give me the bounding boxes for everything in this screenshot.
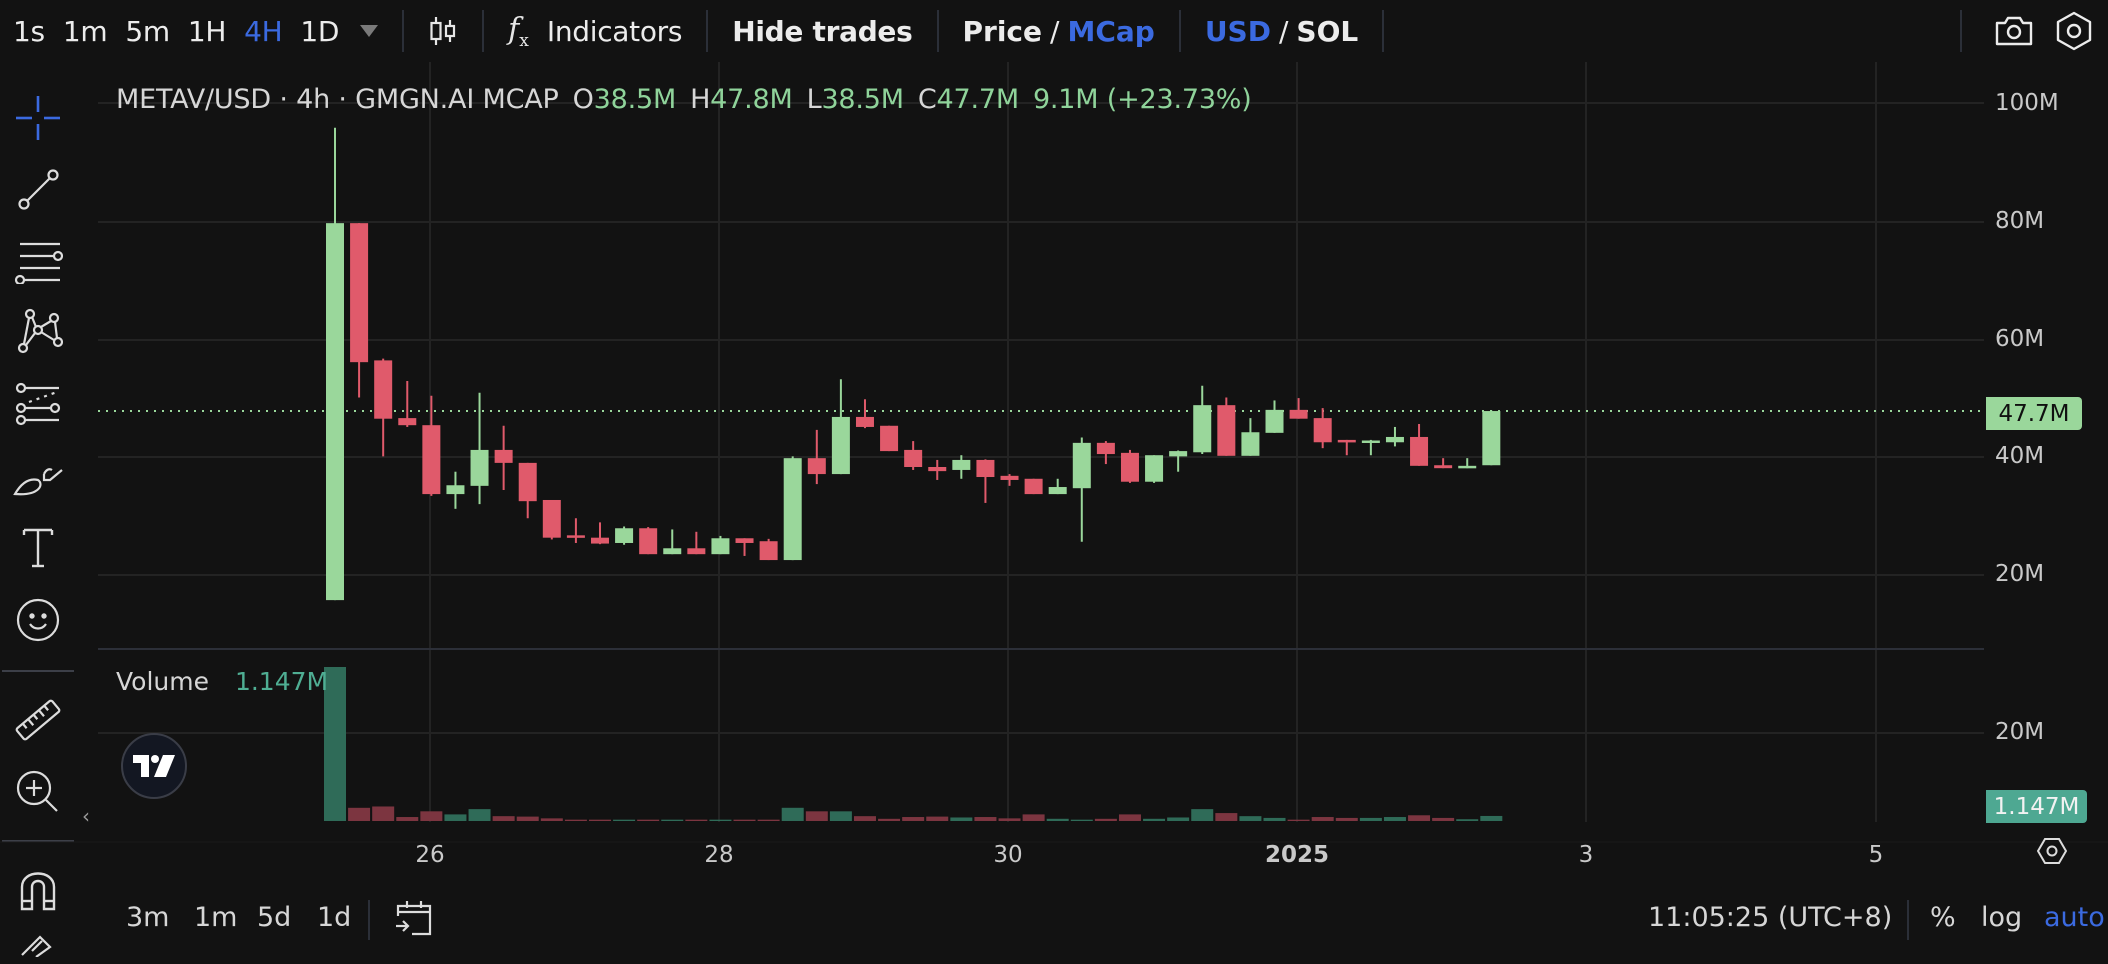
price-tick: 80M (1995, 208, 2045, 234)
clock-timezone[interactable]: 11:05:25 (UTC+8) (1648, 902, 1893, 933)
collapse-toolbar-icon[interactable]: ‹ (82, 804, 90, 828)
slash: / (1050, 14, 1060, 48)
divider (1960, 10, 1962, 52)
brush-icon[interactable] (0, 446, 76, 506)
volume-value: 1.147M (234, 667, 329, 696)
price-tick: 20M (1995, 561, 2045, 587)
fib-retracement-icon[interactable] (0, 374, 76, 434)
go-to-date-icon[interactable] (394, 898, 434, 942)
interval-group: 1s 1m 5m 1H 4H 1D (4, 15, 348, 48)
time-tick: 3 (1578, 842, 1594, 868)
volume-tick: 20M (1995, 719, 2045, 745)
auto-scale-toggle[interactable]: auto (2044, 902, 2105, 933)
indicators-fx-icon: fx (508, 11, 529, 51)
percent-scale-toggle[interactable]: % (1930, 902, 1956, 933)
settings-hexagon-icon[interactable] (2044, 0, 2104, 62)
open-label: O (572, 84, 594, 115)
price-tick: 40M (1995, 443, 2045, 469)
change-value: 9.1M (+23.73%) (1032, 84, 1252, 115)
tradingview-logo[interactable] (121, 733, 187, 799)
high-label: H (690, 84, 711, 115)
divider (1382, 10, 1385, 52)
divider (482, 10, 485, 52)
price-tick: 60M (1995, 326, 2045, 352)
ruler-icon[interactable] (0, 690, 76, 750)
slash: / (1278, 14, 1289, 48)
interval-1m[interactable]: 1m (62, 14, 108, 48)
high-value: 47.8M (710, 84, 793, 115)
crosshair-icon[interactable] (0, 88, 76, 148)
divider (2, 670, 74, 672)
range-5d[interactable]: 5d (257, 902, 292, 933)
range-1m[interactable]: 1m (194, 902, 238, 933)
magnet-icon[interactable] (0, 860, 76, 920)
ohlc-legend: METAV/USD · 4h · GMGN.AI MCAP O 38.5M H … (116, 84, 1252, 115)
time-tick: 26 (415, 842, 445, 868)
zoom-in-icon[interactable] (0, 762, 76, 822)
divider (706, 10, 709, 52)
usd-option[interactable]: USD (1204, 14, 1271, 48)
low-label: L (806, 84, 822, 115)
divider (2, 840, 74, 842)
interval-1h[interactable]: 1H (187, 14, 227, 48)
divider (368, 900, 370, 940)
lock-drawings-icon[interactable] (0, 920, 76, 964)
close-label: C (917, 84, 937, 115)
currency-toggle[interactable]: USD / SOL (1195, 15, 1368, 48)
time-tick: 30 (993, 842, 1023, 868)
time-tick: 5 (1868, 842, 1884, 868)
mcap-option[interactable]: MCap (1067, 14, 1155, 48)
indicators-label: Indicators (546, 14, 683, 48)
volume-legend: Volume 1.147M (116, 667, 328, 696)
range-3m[interactable]: 3m (126, 902, 170, 933)
price-tick: 100M (1995, 90, 2059, 116)
toolbar-right (1946, 0, 2108, 62)
log-scale-toggle[interactable]: log (1981, 902, 2023, 933)
price-mcap-toggle[interactable]: Price / MCap (953, 15, 1165, 48)
close-value: 47.7M (936, 84, 1020, 115)
time-tick-year: 2025 (1264, 842, 1330, 868)
interval-1s[interactable]: 1s (13, 14, 45, 48)
indicators-button[interactable]: fx Indicators (498, 12, 692, 51)
current-volume-tag: 1.147M (1986, 790, 2087, 823)
price-option[interactable]: Price (962, 14, 1043, 48)
low-value: 38.5M (821, 84, 904, 115)
bottom-toolbar: 3m 1m 5d 1d 11:05:25 (UTC+8) % log auto (0, 890, 2108, 950)
divider (1178, 10, 1181, 52)
horizontal-lines-icon[interactable] (0, 232, 76, 292)
candlestick-type-icon[interactable] (418, 0, 468, 62)
volume-label: Volume (116, 667, 209, 696)
time-tick: 28 (704, 842, 734, 868)
divider (1907, 900, 1909, 940)
open-value: 38.5M (593, 84, 677, 115)
interval-4h[interactable]: 4H (244, 14, 283, 48)
interval-5m[interactable]: 5m (125, 14, 170, 48)
divider (936, 10, 939, 52)
top-toolbar: 1s 1m 5m 1H 4H 1D fx Indicators Hide trades P… (0, 0, 2108, 62)
camera-icon[interactable] (1984, 0, 2044, 62)
hide-trades-button[interactable]: Hide trades (732, 14, 913, 48)
pattern-icon[interactable] (0, 302, 76, 362)
current-price-tag: 47.7M (1986, 397, 2082, 430)
emoji-icon[interactable] (0, 590, 76, 650)
text-icon[interactable] (0, 518, 76, 578)
range-1d[interactable]: 1d (317, 902, 352, 933)
interval-1d[interactable]: 1D (300, 14, 340, 48)
divider (402, 10, 405, 52)
chart-settings-icon[interactable] (2036, 837, 2068, 869)
trend-line-icon[interactable] (0, 160, 76, 220)
symbol-title: METAV/USD · 4h · GMGN.AI MCAP (116, 84, 559, 115)
sol-option[interactable]: SOL (1296, 14, 1359, 48)
interval-dropdown-icon[interactable] (360, 25, 379, 37)
